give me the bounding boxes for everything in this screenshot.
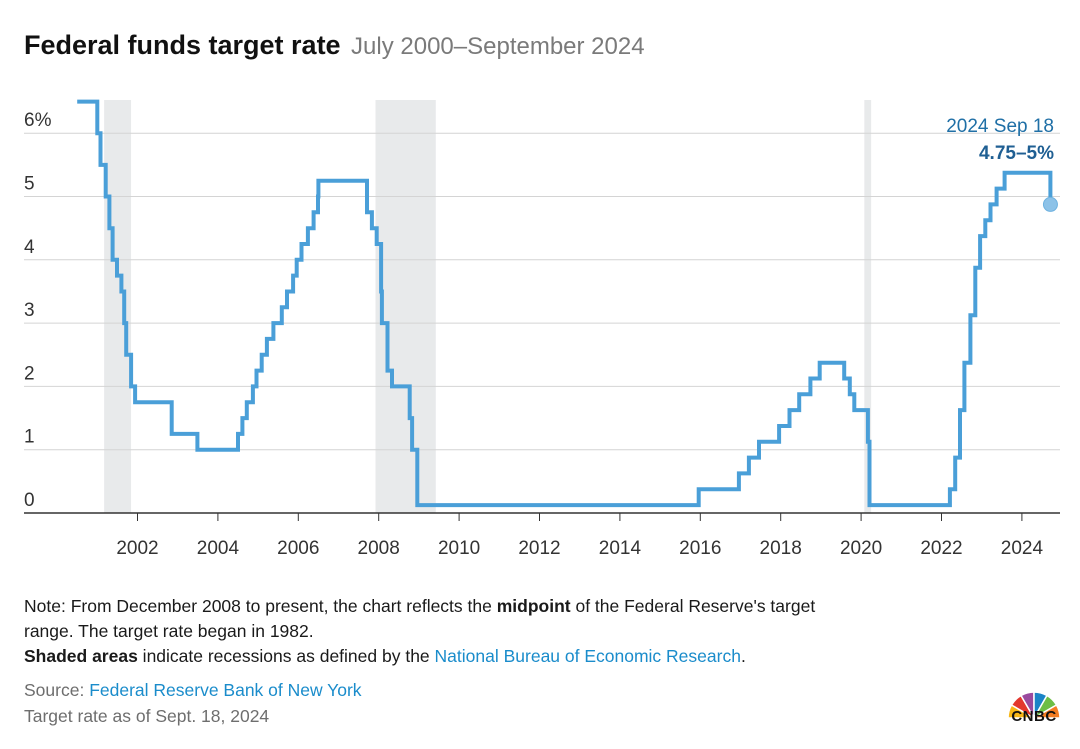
chart-notes: Note: From December 2008 to present, the…	[24, 594, 1024, 669]
x-tick-label-2024: 2024	[1001, 538, 1044, 559]
note-midpoint-bold: midpoint	[496, 596, 571, 616]
y-tick-label-2: 2	[24, 363, 35, 384]
y-tick-label-4: 4	[24, 237, 35, 258]
rate-line-0	[77, 99, 1053, 508]
x-tick-label-2004: 2004	[197, 538, 240, 559]
y-tick-label-0: 0	[24, 490, 35, 511]
annotation-date: 2024 Sep 18	[946, 116, 1054, 137]
rate-chart: 0 1 2 3 4 5 6% 2002 2004 2006 2008 2010 2012 2014 2016…	[24, 99, 1060, 559]
x-tick-label-2010: 2010	[438, 538, 480, 559]
cnbc-logo-text: CNBC	[1011, 708, 1057, 725]
note-line-1: Note: From December 2008 to present, the…	[24, 596, 816, 616]
chart-subtitle: July 2000–September 2024	[351, 33, 645, 60]
recession-band-0	[104, 100, 132, 513]
x-tick-label-2016: 2016	[679, 538, 721, 559]
y-tick-label-1: 1	[24, 427, 35, 448]
y-tick-label-6: 6%	[24, 110, 52, 131]
x-tick-label-2018: 2018	[760, 538, 802, 559]
x-tick-label-2008: 2008	[358, 538, 400, 559]
nber-link[interactable]: National Bureau of Economic Research	[434, 646, 741, 666]
title-row: Federal funds target rate July 2000–Sept…	[24, 30, 645, 61]
source-link[interactable]: Federal Reserve Bank of New York	[89, 680, 362, 700]
note-line-2: range. The target rate began in 1982.	[24, 621, 314, 641]
source-line: Source: Federal Reserve Bank of New York	[24, 680, 362, 700]
y-tick-label-3: 3	[24, 300, 35, 321]
x-tick-label-2022: 2022	[920, 538, 962, 559]
y-tick-label-5: 5	[24, 174, 35, 195]
x-tick-label-2012: 2012	[518, 538, 560, 559]
note-shaded-bold: Shaded areas	[24, 646, 138, 666]
x-tick-label-2002: 2002	[116, 538, 158, 559]
note-line-3: Shaded areas indicate recessions as defi…	[24, 646, 746, 666]
annotation-range: 4.75–5%	[979, 143, 1054, 164]
latest-point-marker	[1042, 196, 1058, 212]
recession-band-2	[864, 100, 872, 513]
peacock-feather-5	[1031, 703, 1061, 719]
cnbc-peacock-icon	[1007, 691, 1061, 721]
chart-title: Federal funds target rate	[24, 30, 341, 60]
as-of-note: Target rate as of Sept. 18, 2024	[24, 706, 270, 726]
x-tick-label-2014: 2014	[599, 538, 642, 559]
recession-band-1	[375, 100, 436, 513]
x-tick-label-2006: 2006	[277, 538, 319, 559]
x-tick-label-2020: 2020	[840, 538, 882, 559]
